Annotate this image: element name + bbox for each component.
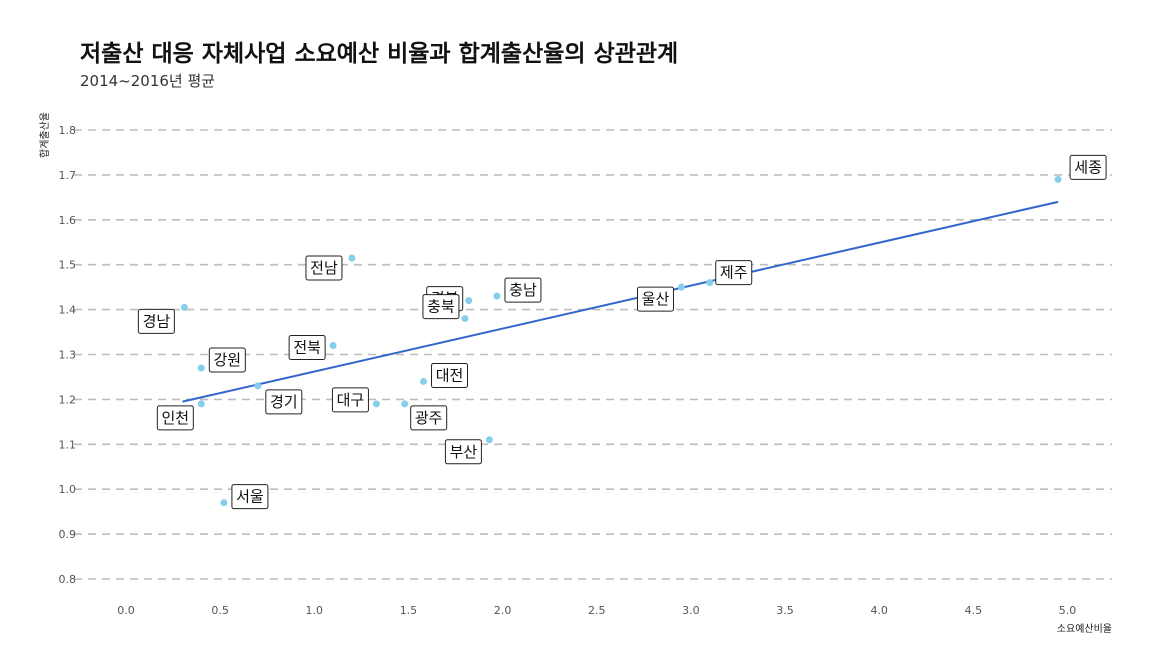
point-label: 제주 [715,260,753,286]
point-label: 울산 [636,286,674,312]
point-label-text: 경남 [143,312,171,330]
data-point [348,254,356,262]
x-tick-label: 0.0 [117,604,135,617]
y-tick-label: 0.9 [59,528,77,541]
data-point [706,279,714,287]
point-label-text: 세종 [1074,158,1102,176]
x-tick-label: 1.5 [400,604,418,617]
y-tick-label: 1.7 [59,169,77,182]
y-tick-label: 0.8 [59,573,77,586]
x-tick-label: 1.0 [306,604,324,617]
point-label-text: 제주 [720,264,748,282]
data-point [197,364,205,372]
point-label: 경기 [265,389,303,415]
point-label: 부산 [444,439,482,465]
data-point [1054,175,1062,183]
point-label: 충남 [504,277,542,303]
data-point [461,315,469,323]
point-label: 전북 [288,335,326,361]
y-tick-label: 1.2 [59,393,77,406]
point-label-box [137,308,175,334]
data-point [180,303,188,311]
point-label-box [431,362,469,388]
point-label: 전남 [305,255,343,281]
y-tick-label: 1.5 [59,259,77,272]
y-tick-label: 1.4 [59,304,77,317]
point-label-box [422,294,460,320]
point-label-text: 부산 [450,443,478,461]
data-point [401,400,409,408]
point-label-box [156,405,194,431]
point-label-box [331,387,369,413]
data-point [372,400,380,408]
point-label: 경남 [137,308,175,334]
point-label-box [636,286,674,312]
chart-subtitle: 2014~2016년 평균 [80,72,216,90]
data-points [180,175,1062,507]
point-label-box [410,405,448,431]
trend-line [182,200,1059,403]
point-label-text: 광주 [415,409,443,427]
y-tick-label: 1.8 [59,124,77,137]
x-tick-label: 5.0 [1059,604,1077,617]
point-label-text: 충남 [509,281,537,299]
point-label-box [288,335,326,361]
point-label: 충북 [422,294,460,320]
point-label: 대전 [431,362,469,388]
x-tick-label: 3.5 [776,604,794,617]
point-labels: 세종제주울산전남충남경북충북경남전북강원대전경기대구광주인천부산서울 [137,154,1107,510]
point-label-text: 전남 [310,259,338,277]
data-point [329,342,337,350]
point-label-text: 전북 [293,339,321,357]
y-tick-label: 1.0 [59,483,77,496]
x-tick-label: 2.5 [588,604,606,617]
point-label-box [305,255,343,281]
point-label: 세종 [1069,154,1107,180]
point-label: 인천 [156,405,194,431]
x-axis-label: 소요예산비율 [1057,623,1112,635]
point-label-box [504,277,542,303]
data-point [420,377,428,385]
data-point [220,499,228,507]
point-label-text: 울산 [642,290,670,308]
point-label-box [715,260,753,286]
point-label-text: 강원 [214,351,242,369]
y-axis-label: 합계출산율 [39,112,51,158]
trend-line-group [182,200,1059,403]
point-label-text: 서울 [236,488,264,506]
point-label-text: 인천 [162,409,190,427]
data-point [485,436,493,444]
x-tick-label: 0.5 [211,604,229,617]
point-label-text: 충북 [427,298,455,316]
y-tick-label: 1.1 [59,438,77,451]
x-tick-labels: 0.0 0.5 1.0 1.5 2.0 2.5 3.0 3.5 4.0 4.5 5.0 [117,604,1076,617]
point-label: 광주 [410,405,448,431]
point-label-text: 대전 [436,366,464,384]
point-label-box [265,389,303,415]
point-label-text: 경기 [270,393,298,411]
x-tick-label: 4.5 [965,604,983,617]
y-tick-labels: 0.8 0.9 1.0 1.1 1.2 1.3 1.4 1.5 1.6 1.7 1.8 [59,124,77,586]
point-label-box [1069,154,1107,180]
chart-title: 저출산 대응 자체사업 소요예산 비율과 합계출산율의 상관관계 [80,41,679,67]
point-label: 서울 [231,484,269,510]
x-tick-label: 3.0 [682,604,700,617]
point-label: 강원 [208,347,246,373]
point-label: 대구 [331,387,369,413]
point-label-text: 대구 [337,391,365,409]
data-point [197,400,205,408]
point-label-box [444,439,482,465]
data-point [677,283,685,291]
data-point [254,382,262,390]
x-tick-label: 4.0 [870,604,888,617]
point-label-box [208,347,246,373]
x-tick-label: 2.0 [494,604,512,617]
y-tick-label: 1.6 [59,214,77,227]
point-label-box [231,484,269,510]
data-point [465,297,473,305]
data-point [493,292,501,300]
y-tick-label: 1.3 [59,349,77,362]
